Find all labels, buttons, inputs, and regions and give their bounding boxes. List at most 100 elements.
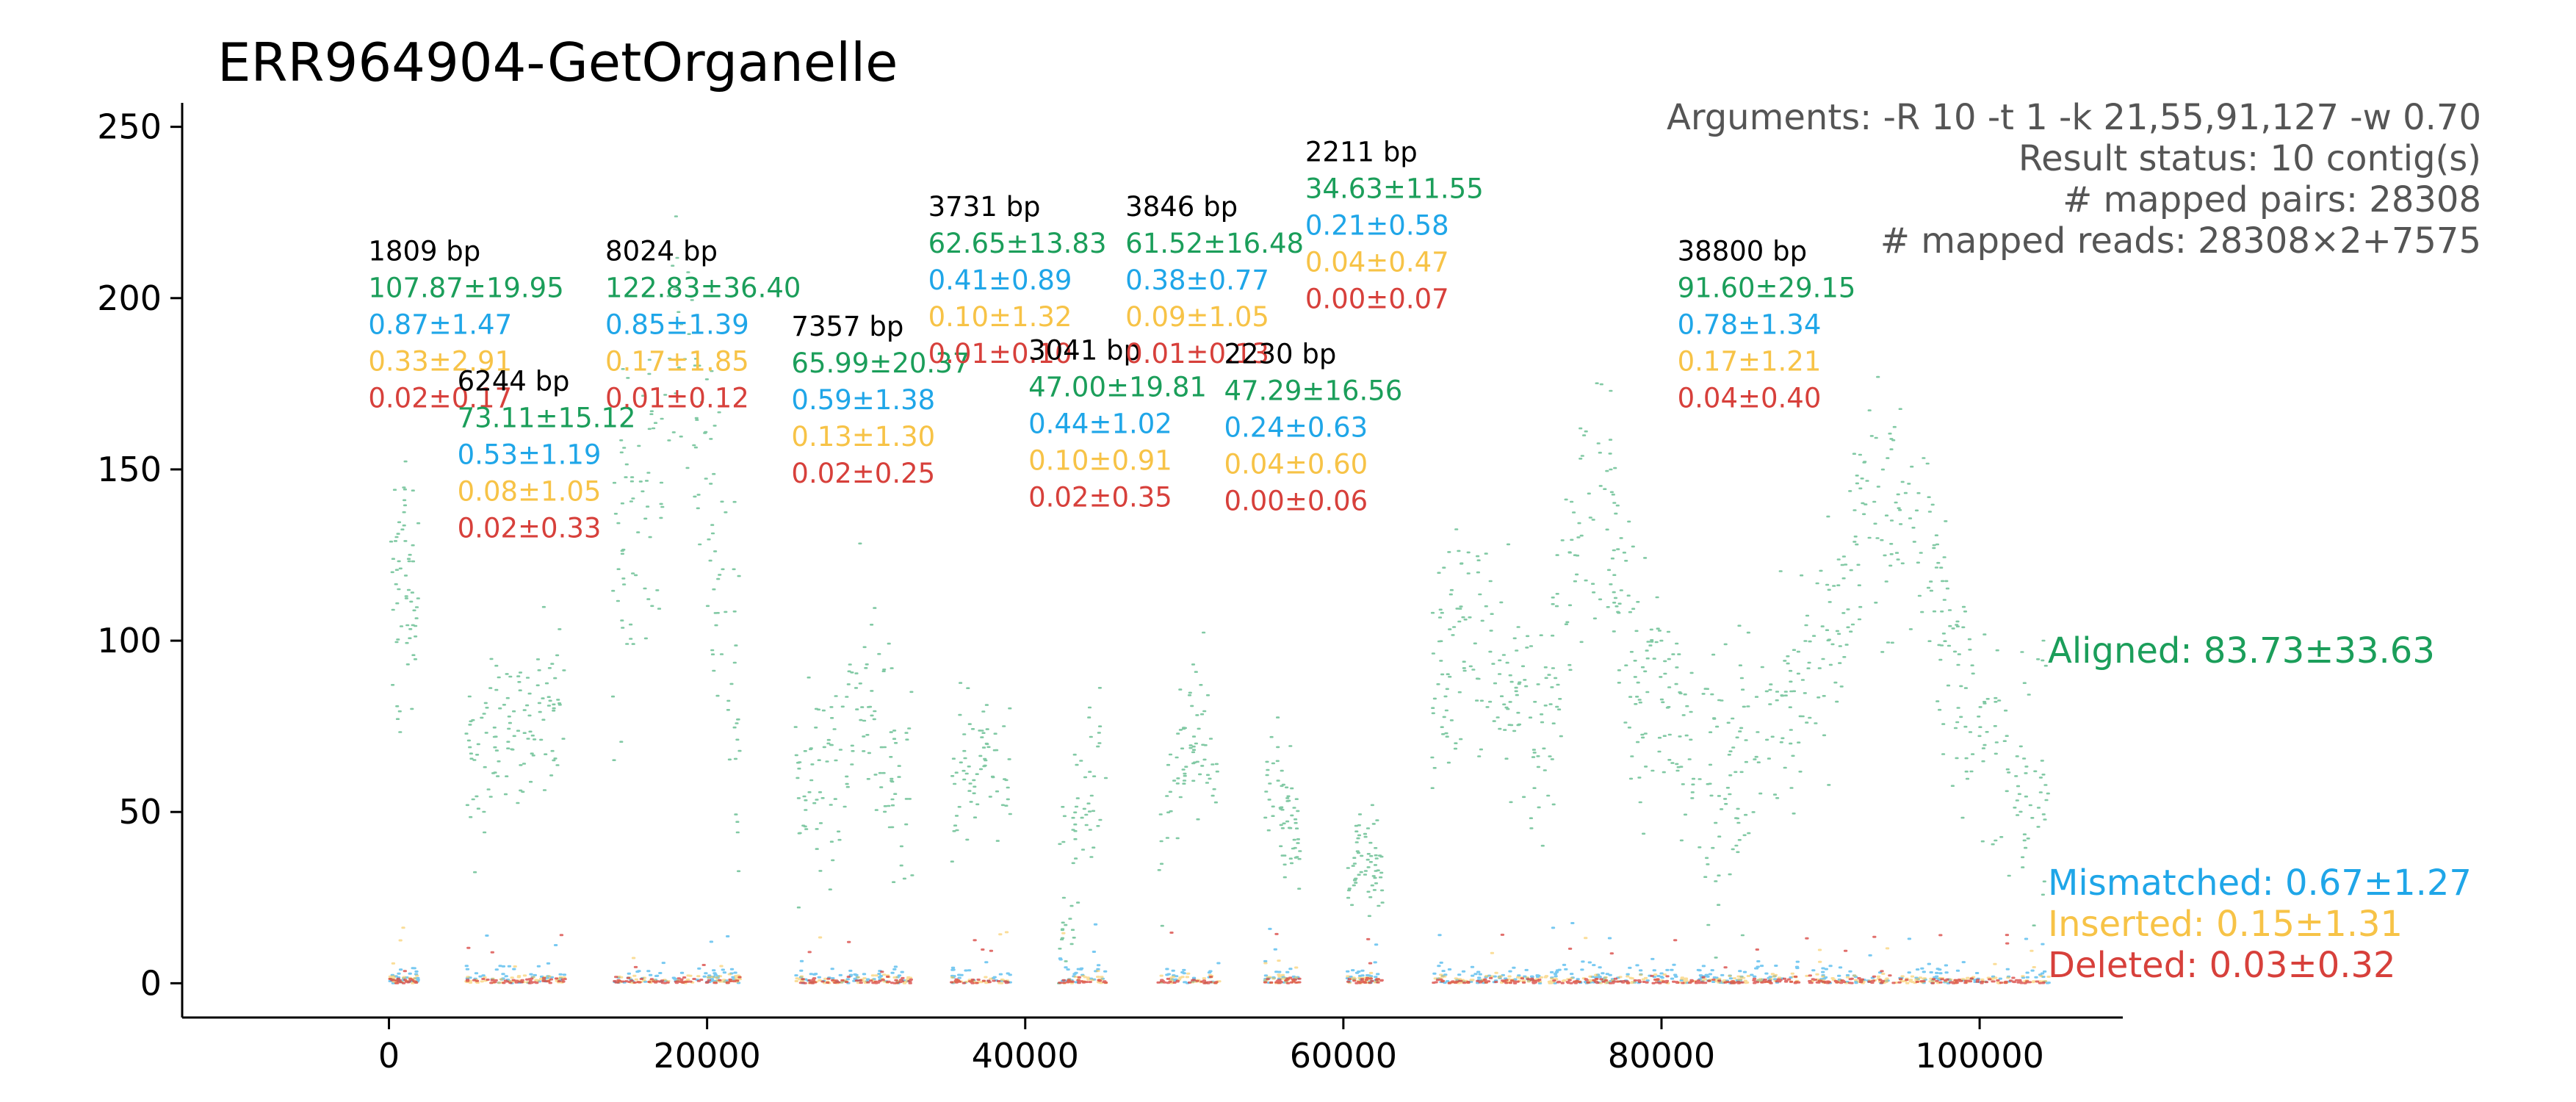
aligned-points bbox=[950, 682, 1012, 862]
contig-inserted: 0.10±0.91 bbox=[1028, 445, 1172, 477]
contig-mismatched: 0.21±0.58 bbox=[1305, 209, 1449, 241]
contig-label: 1809 bp 107.87±19.95 0.87±1.47 0.33±2.91 0.0… bbox=[368, 235, 563, 414]
contig-aligned: 65.99±20.37 bbox=[791, 347, 970, 379]
contig-deleted: 0.02±0.25 bbox=[791, 458, 935, 489]
contig-mismatched: 0.41±0.89 bbox=[928, 264, 1072, 296]
contig-mismatched: 0.38±0.77 bbox=[1125, 264, 1269, 296]
aligned-points bbox=[389, 460, 421, 733]
contig-inserted: 0.10±1.32 bbox=[928, 301, 1072, 333]
contig-aligned: 122.83±36.40 bbox=[605, 272, 801, 303]
contig-aligned: 34.63±11.55 bbox=[1305, 173, 1484, 204]
contig-deleted: 0.02±0.35 bbox=[1028, 482, 1172, 514]
deleted-points bbox=[798, 940, 913, 984]
deleted-points bbox=[613, 964, 742, 984]
x-tick-label: 80000 bbox=[1608, 1036, 1715, 1076]
contig-deleted: 0.00±0.06 bbox=[1224, 485, 1368, 516]
contig-deleted: 0.02±0.33 bbox=[458, 513, 602, 544]
contig-mismatched: 0.59±1.38 bbox=[791, 384, 935, 416]
axes bbox=[181, 103, 2123, 1019]
contig-inserted: 0.08±1.05 bbox=[458, 476, 602, 508]
aligned-points bbox=[464, 605, 566, 874]
x-tick-label: 20000 bbox=[653, 1036, 760, 1076]
contig-aligned: 73.11±15.12 bbox=[458, 403, 636, 434]
contig-label: 3731 bp 62.65±13.83 0.41±0.89 0.10±1.32 0.01… bbox=[928, 191, 1107, 370]
deleted-points bbox=[1432, 933, 2046, 984]
contig-length: 2211 bp bbox=[1305, 136, 1418, 168]
contig-length: 3731 bp bbox=[928, 191, 1041, 223]
contig-inserted: 0.09±1.05 bbox=[1125, 301, 1269, 333]
inserted-points bbox=[1433, 937, 2051, 984]
deleted-points bbox=[1058, 976, 1108, 984]
deleted-points bbox=[465, 934, 567, 984]
aligned-points bbox=[1263, 716, 1302, 890]
contig-mismatched: 0.53±1.19 bbox=[458, 439, 602, 471]
contig-inserted: 0.17±1.21 bbox=[1678, 345, 1822, 377]
legend-deleted: Deleted: 0.03±0.32 bbox=[2048, 945, 2396, 986]
aligned-points bbox=[793, 542, 914, 909]
deleted-points bbox=[1346, 937, 1384, 984]
aligned-points bbox=[1346, 804, 1385, 918]
y-tick-label: 200 bbox=[97, 278, 162, 318]
contig-length: 1809 bp bbox=[368, 235, 480, 267]
info-block: Arguments: -R 10 -t 1 -k 21,55,91,127 -w… bbox=[1667, 97, 2481, 262]
contig-deleted: 0.01±0.13 bbox=[1125, 338, 1269, 370]
contig-length: 2230 bp bbox=[1224, 338, 1336, 370]
inserted-points bbox=[1061, 932, 1108, 984]
deleted-points bbox=[950, 939, 1010, 984]
contig-deleted: 0.04±0.40 bbox=[1678, 382, 1822, 414]
legend-mismatched: Mismatched: 0.67±1.27 bbox=[2048, 862, 2472, 904]
contig-deleted: 0.01±0.10 bbox=[928, 338, 1072, 370]
info-line: # mapped reads: 28308×2+7575 bbox=[1880, 220, 2481, 262]
contig-aligned: 107.87±19.95 bbox=[368, 272, 563, 303]
deleted-points bbox=[1156, 932, 1219, 984]
inserted-points bbox=[794, 936, 913, 984]
x-tick-label: 0 bbox=[378, 1036, 400, 1076]
y-tick-label: 50 bbox=[118, 792, 162, 832]
scatter-points bbox=[388, 215, 2051, 984]
contig-inserted: 0.33±2.91 bbox=[368, 345, 512, 377]
contig-length: 3846 bp bbox=[1125, 191, 1238, 223]
axis-ticks: 0 20000 40000 60000 80000 100000 0 50 100 150 200 2… bbox=[97, 107, 2044, 1076]
contig-inserted: 0.13±1.30 bbox=[791, 421, 935, 453]
info-line: Arguments: -R 10 -t 1 -k 21,55,91,127 -w… bbox=[1667, 97, 2481, 138]
x-tick-label: 100000 bbox=[1915, 1036, 2044, 1076]
contig-inserted: 0.04±0.47 bbox=[1305, 246, 1449, 278]
y-tick-label: 100 bbox=[97, 621, 162, 660]
y-tick-label: 150 bbox=[97, 450, 162, 489]
contig-label: 2230 bp 47.29±16.56 0.24±0.63 0.04±0.60 0.00… bbox=[1224, 338, 1402, 516]
contig-mismatched: 0.85±1.39 bbox=[605, 309, 749, 340]
contig-aligned: 47.00±19.81 bbox=[1028, 372, 1207, 403]
contig-mismatched: 0.78±1.34 bbox=[1678, 309, 1822, 340]
contig-mismatched: 0.24±0.63 bbox=[1224, 411, 1368, 443]
x-tick-label: 40000 bbox=[972, 1036, 1079, 1076]
y-tick-label: 0 bbox=[140, 963, 162, 1003]
contig-aligned: 61.52±16.48 bbox=[1125, 228, 1304, 259]
contig-length: 8024 bp bbox=[605, 235, 718, 267]
contig-label: 3846 bp 61.52±16.48 0.38±0.77 0.09±1.05 0.01… bbox=[1125, 191, 1304, 370]
contig-aligned: 62.65±13.83 bbox=[928, 228, 1107, 259]
contig-length: 7357 bp bbox=[791, 311, 903, 342]
contig-inserted: 0.04±0.60 bbox=[1224, 448, 1368, 480]
contig-aligned: 47.29±16.56 bbox=[1224, 375, 1402, 406]
contig-deleted: 0.00±0.07 bbox=[1305, 283, 1449, 314]
contig-label: 6244 bp 73.11±15.12 0.53±1.19 0.08±1.05 0.02… bbox=[458, 366, 636, 544]
contig-label: 3041 bp 47.00±19.81 0.44±1.02 0.10±0.91 0.02… bbox=[1028, 335, 1207, 514]
chart-title: ERR964904-GetOrganelle bbox=[217, 32, 898, 93]
y-tick-label: 250 bbox=[97, 107, 162, 147]
contig-label: 38800 bp 91.60±29.15 0.78±1.34 0.17±1.21 0.0… bbox=[1678, 235, 1856, 414]
aligned-points bbox=[1430, 375, 2050, 959]
x-tick-label: 60000 bbox=[1290, 1036, 1397, 1076]
contig-deleted: 0.02±0.17 bbox=[368, 382, 512, 414]
contig-length: 6244 bp bbox=[458, 366, 570, 397]
info-line: Result status: 10 contig(s) bbox=[2018, 138, 2481, 179]
contig-aligned: 91.60±29.15 bbox=[1678, 272, 1856, 303]
info-line: # mapped pairs: 28308 bbox=[2063, 179, 2481, 220]
aligned-points bbox=[610, 215, 742, 873]
contig-length: 3041 bp bbox=[1028, 335, 1141, 367]
aligned-points bbox=[1157, 631, 1219, 927]
contig-mismatched: 0.44±1.02 bbox=[1028, 408, 1172, 440]
legend-inserted: Inserted: 0.15±1.31 bbox=[2048, 904, 2403, 945]
mismatched-points bbox=[1058, 923, 1108, 984]
legend-aligned: Aligned: 83.73±33.63 bbox=[2048, 630, 2435, 671]
